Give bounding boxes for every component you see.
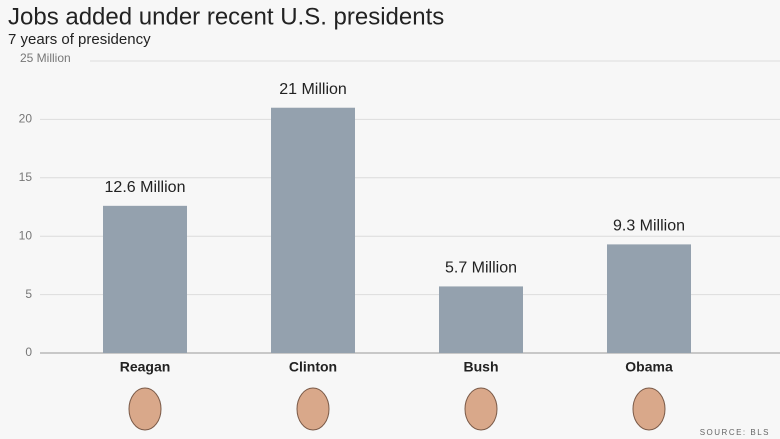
value-label: 9.3 Million	[613, 218, 685, 235]
x-tick-label: Bush	[464, 359, 499, 375]
y-tick-label: 10	[19, 228, 33, 242]
y-tick-label: 25 Million	[20, 51, 71, 65]
portrait	[632, 387, 666, 431]
y-tick-label: 15	[19, 170, 33, 184]
value-label: 21 Million	[279, 81, 347, 98]
chart-subtitle: 7 years of presidency	[8, 31, 151, 48]
portrait	[464, 387, 498, 431]
y-tick-label: 20	[19, 112, 33, 126]
bar	[271, 107, 355, 353]
chart-title: Jobs added under recent U.S. presidents	[8, 3, 444, 30]
y-tick-label: 5	[25, 287, 32, 301]
bar	[607, 244, 691, 353]
value-label: 5.7 Million	[445, 260, 517, 277]
source: SOURCE: BLS	[700, 428, 770, 437]
y-tick-label: 0	[25, 345, 32, 359]
bar	[103, 205, 187, 353]
x-tick-label: Clinton	[289, 359, 337, 375]
portrait	[128, 387, 162, 431]
bar	[439, 286, 523, 353]
value-label: 12.6 Million	[105, 179, 186, 196]
portrait	[296, 387, 330, 431]
x-tick-label: Reagan	[120, 359, 171, 375]
x-tick-label: Obama	[625, 359, 673, 375]
